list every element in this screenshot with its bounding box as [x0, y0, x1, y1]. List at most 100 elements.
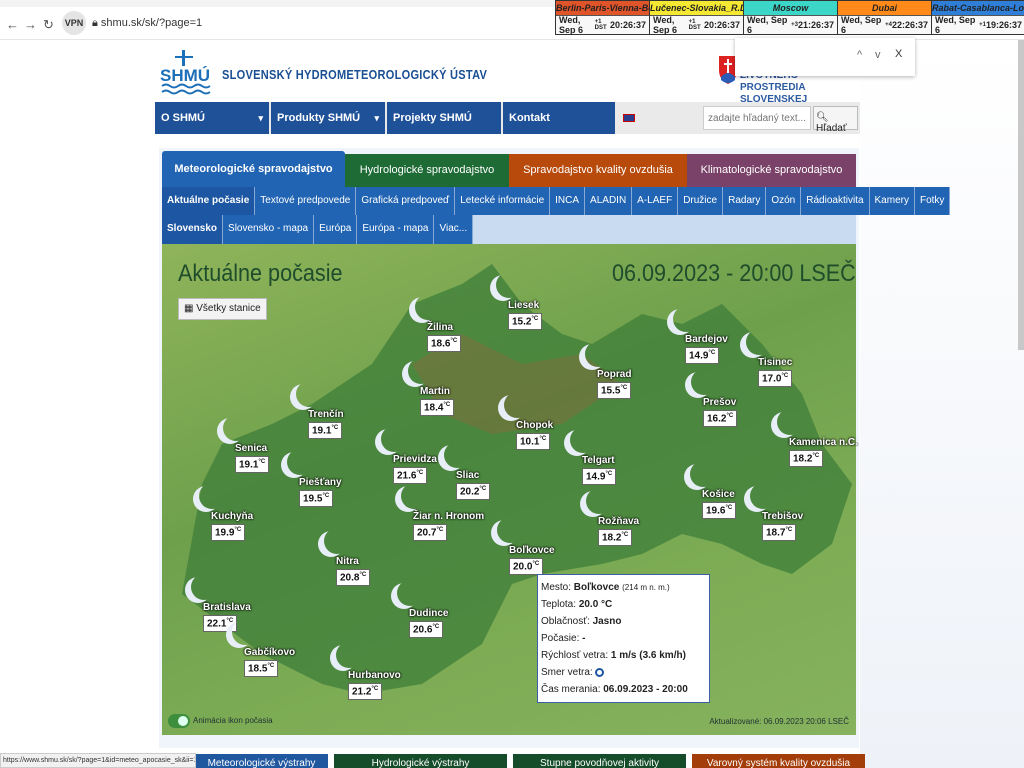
station-name: Rožňava: [598, 516, 640, 527]
section-tabs: Meteorologické spravodajstvo Hydrologické…: [162, 151, 856, 187]
subtab-4[interactable]: INCA: [550, 187, 586, 215]
menu-item-3[interactable]: Kontakt: [503, 102, 617, 134]
clock-time: 20:26:37: [703, 20, 740, 30]
menu-item-1[interactable]: Produkty SHMÚ ▾: [271, 102, 387, 134]
menu-item-0[interactable]: O SHMÚ ▾: [155, 102, 271, 134]
moon-icon: [191, 574, 217, 600]
tooltip-text: Rýchlosť vetra:: [541, 650, 609, 661]
station-temp: 19.5°C: [299, 490, 334, 508]
status-bar-url: https://www.shmu.sk/sk/?page=1&id=meteo_…: [0, 753, 196, 768]
bottom-tile-0[interactable]: Meteorologické výstrahy: [195, 754, 328, 768]
bottom-tile-3[interactable]: Varovný systém kvality ovzdušia: [692, 754, 865, 768]
bottom-tile-2[interactable]: Stupne povodňovej aktivity: [513, 754, 686, 768]
station-temp: 19.1°C: [308, 422, 343, 440]
search-button[interactable]: 🔍︎Hľadať: [813, 106, 858, 134]
subtab-12[interactable]: Fotky: [914, 187, 951, 215]
scrollbar[interactable]: [1018, 40, 1024, 350]
reload-icon[interactable]: ↻: [43, 17, 54, 32]
clock-4: Rabat-Casablanca-LondonWed, Sep 6+119:26…: [932, 1, 1024, 35]
wind-calm-icon: [595, 667, 605, 677]
temp-value: 18.7: [766, 527, 786, 539]
subtab-0[interactable]: Aktuálne počasie: [162, 187, 256, 215]
menu-item-label: O SHMÚ: [161, 112, 205, 124]
find-close-button[interactable]: X: [895, 48, 903, 60]
subtab-9[interactable]: Ozón: [766, 187, 802, 215]
station-temp: 19.1°C: [235, 456, 270, 474]
region-tab-3[interactable]: Európa - mapa: [357, 215, 435, 244]
section-tab-2[interactable]: Spravodajstvo kvality ovzdušia: [509, 154, 687, 187]
subtab-5[interactable]: ALADIN: [585, 187, 633, 215]
subtab-7[interactable]: Družice: [678, 187, 724, 215]
subtab-11[interactable]: Kamery: [869, 187, 915, 215]
temp-value: 21.6: [397, 470, 417, 482]
region-tab-4[interactable]: Viac...: [434, 215, 474, 244]
find-previous-button[interactable]: ^: [857, 49, 863, 61]
table-icon: ▦: [184, 303, 197, 314]
clock-date: Wed, Sep 6: [559, 15, 584, 35]
menu-item-label: Kontakt: [509, 112, 550, 124]
clock-3: Dubai Wed, Sep 6 +4 22:26:37: [838, 1, 932, 35]
moon-icon: [586, 488, 612, 514]
temp-value: 18.4: [424, 402, 444, 414]
temp-value: 16.2: [707, 413, 727, 425]
station-name: Kamenica n.C.: [789, 437, 858, 448]
region-tab-0[interactable]: Slovensko: [162, 215, 224, 244]
menu-item-2[interactable]: Projekty SHMÚ: [387, 102, 503, 134]
subtab-1[interactable]: Textové predpovede: [255, 187, 357, 215]
region-tab-1[interactable]: Slovensko - mapa: [223, 215, 315, 244]
tooltip-time: 06.09.2023 - 20:00: [603, 684, 688, 695]
all-stations-button[interactable]: ▦ Všetky stanice: [178, 298, 267, 320]
station-temp: 18.2°C: [598, 529, 633, 547]
clock-city: Moscow: [744, 1, 837, 16]
section-tab-3[interactable]: Klimatologické spravodajstvo: [687, 154, 856, 187]
clock-2: Moscow Wed, Sep 6 +3 21:26:37: [744, 1, 838, 35]
page-side-background: [860, 40, 1024, 768]
station-name: Poprad: [597, 369, 632, 380]
tooltip-text: Teplota:: [541, 599, 577, 610]
subtab-8[interactable]: Radary: [723, 187, 767, 215]
temp-unit: °C: [726, 413, 734, 419]
station-temp: 21.2°C: [348, 683, 383, 701]
section-tab-0[interactable]: Meteorologické spravodajstvo: [162, 151, 345, 187]
forward-icon[interactable]: →: [24, 17, 37, 32]
station-temp: 19.9°C: [211, 524, 246, 542]
animation-toggle[interactable]: [168, 714, 190, 728]
clock-city: Berlin-Paris-Vienna-Belgrade: [556, 1, 649, 16]
region-tab-2[interactable]: Európa: [314, 215, 358, 244]
find-next-button[interactable]: v: [875, 49, 881, 61]
temp-value: 15.2: [512, 316, 532, 328]
station-name: Prešov: [703, 397, 737, 408]
station-name: Liesek: [508, 300, 540, 311]
vpn-button[interactable]: VPN: [62, 11, 86, 35]
station-temp: 18.2°C: [789, 450, 824, 468]
subtab-3[interactable]: Letecké informácie: [455, 187, 551, 215]
bottom-tile-1[interactable]: Hydrologické výstrahy: [334, 754, 507, 768]
station-temp: 15.2°C: [508, 313, 543, 331]
english-flag-icon[interactable]: [623, 114, 635, 122]
station-name: Bardejov: [685, 334, 728, 345]
moon-icon: [381, 426, 407, 452]
temp-value: 19.1: [312, 425, 332, 437]
subtab-10[interactable]: Rádioaktivita: [801, 187, 870, 215]
moon-icon: [673, 306, 699, 332]
menu-item-label: Produkty SHMÚ: [277, 112, 361, 124]
section-tab-1[interactable]: Hydrologické spravodajstvo: [345, 154, 509, 187]
back-icon[interactable]: ←: [6, 17, 19, 32]
station-name: Nitra: [336, 556, 359, 567]
temp-unit: °C: [267, 663, 275, 669]
svg-text:SHMÚ: SHMÚ: [160, 66, 210, 85]
clock-time: 20:26:37: [609, 20, 646, 30]
moon-icon: [324, 528, 350, 554]
moon-icon: [691, 369, 717, 395]
search-icon: 🔍︎: [816, 112, 829, 123]
subtab-6[interactable]: A-LAEF: [632, 187, 679, 215]
search-input[interactable]: [703, 106, 811, 130]
subtab-2[interactable]: Grafická predpoveď: [356, 187, 456, 215]
clock-date: Wed, Sep 6: [935, 15, 976, 35]
address-bar[interactable]: 🔒︎ shmu.sk/sk/?page=1: [92, 17, 202, 30]
temp-value: 18.5: [248, 663, 268, 675]
clock-time-row: Wed, Sep 6 +1 19:26:37: [932, 15, 1024, 35]
station-name: Sliac: [456, 470, 480, 481]
clock-time-row: Wed, Sep 6 +1 DST 20:26:37: [650, 15, 743, 35]
moon-icon: [401, 483, 427, 509]
